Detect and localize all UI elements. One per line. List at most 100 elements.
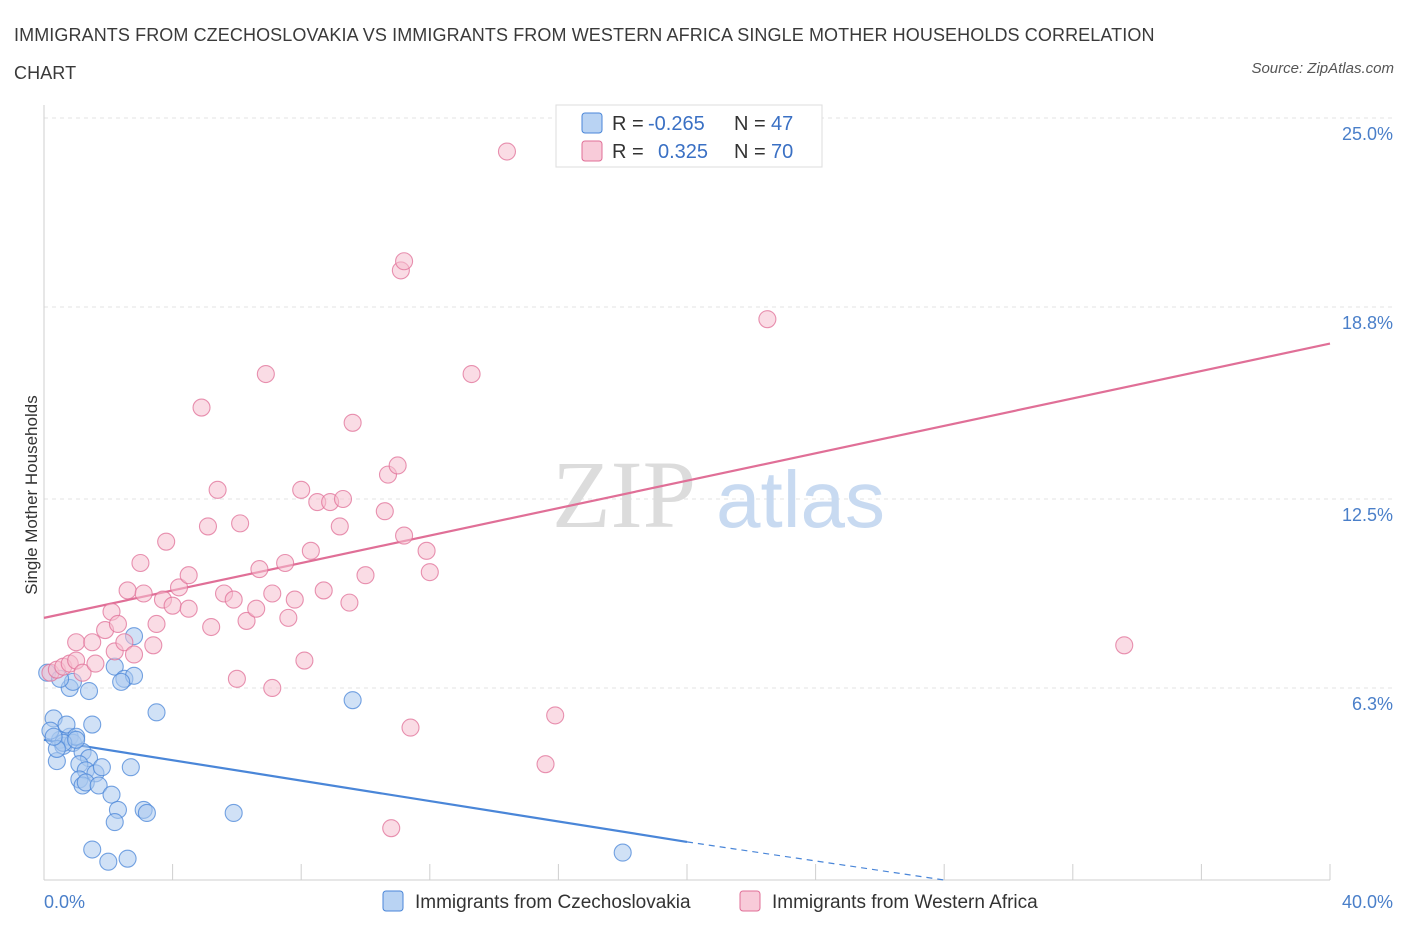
czechoslovakia-point-11 <box>79 681 99 701</box>
western-africa-point-51 <box>340 593 359 612</box>
western-africa-point-28 <box>202 617 221 637</box>
western-africa-point-39 <box>263 678 282 698</box>
western-africa-point-5 <box>73 663 92 682</box>
western-africa-point-42 <box>285 590 304 609</box>
western-africa-point-21 <box>163 596 182 615</box>
western-africa-point-19 <box>147 614 166 634</box>
bottom-legend: Immigrants from Czechoslovakia Immigrant… <box>382 890 1038 913</box>
czechoslovakia-point-29 <box>121 758 140 777</box>
western-africa-point-54 <box>375 502 394 521</box>
legend-r-label-2: R = <box>612 141 644 163</box>
western-africa-trend-line <box>43 342 1331 619</box>
czechoslovakia-point-44 <box>44 727 63 746</box>
bottom-legend-swatch-western-africa <box>739 890 761 912</box>
czechoslovakia-point-36 <box>147 703 166 722</box>
western-africa-point-32 <box>227 669 246 688</box>
western-africa-point-22 <box>157 532 176 551</box>
western-africa-point-45 <box>301 541 320 560</box>
western-africa-point-43 <box>292 480 311 499</box>
y-tick-labels: 6.3% 12.5% 18.8% 25.0% <box>1342 124 1393 714</box>
czechoslovakia-point-18 <box>92 758 111 777</box>
western-africa-point-60 <box>462 364 481 384</box>
bottom-legend-label-western-africa: Immigrants from Western Africa <box>772 892 1038 913</box>
legend-swatch-western-africa <box>581 140 603 162</box>
legend-swatch-czechoslovakia <box>581 112 603 134</box>
western-africa-point-57 <box>395 526 414 545</box>
czechoslovakia-point-26 <box>83 840 102 859</box>
y-tick-label-3: 25.0% <box>1342 124 1393 144</box>
legend-r-value-1: -0.265 <box>648 113 705 135</box>
legend-n-label-2: N = <box>734 141 766 163</box>
western-africa-point-59 <box>420 563 439 582</box>
western-africa-point-61 <box>497 142 517 161</box>
czechoslovakia-point-7 <box>57 715 76 734</box>
western-africa-point-33 <box>231 514 250 533</box>
western-africa-point-6 <box>67 633 86 652</box>
czechoslovakia-point-45 <box>112 672 131 691</box>
czechoslovakia-point-39 <box>613 843 632 862</box>
western-africa-point-27 <box>198 517 218 536</box>
legend-r-value-2: 0.325 <box>658 141 708 163</box>
western-africa-point-23 <box>169 578 189 597</box>
western-africa-point-38 <box>263 584 282 603</box>
western-africa-point-62 <box>401 718 420 737</box>
trend-lines <box>43 342 1331 881</box>
x-tick-label-min: 0.0% <box>44 892 85 912</box>
x-tick-label-max: 40.0% <box>1342 892 1393 912</box>
legend-r-label-1: R = <box>612 113 644 135</box>
western-africa-point-18 <box>131 553 150 573</box>
bottom-legend-swatch-czechoslovakia <box>382 890 404 912</box>
czechoslovakia-point-12 <box>83 715 102 734</box>
western-africa-point-68 <box>758 310 777 329</box>
czechoslovakia-point-37 <box>224 803 243 822</box>
western-africa-point-16 <box>118 581 137 600</box>
czechoslovakia-point-22 <box>89 776 108 795</box>
western-africa-point-40 <box>276 553 295 573</box>
chart-title: IMMIGRANTS FROM CZECHOSLOVAKIA VS IMMIGR… <box>14 25 1155 83</box>
western-africa-point-29 <box>208 480 227 499</box>
western-africa-point-56 <box>388 456 407 475</box>
western-africa-point-10 <box>108 614 127 634</box>
western-africa-point-67 <box>382 819 401 838</box>
y-axis-label: Single Mother Households <box>22 395 41 594</box>
western-africa-point-66 <box>546 706 565 725</box>
source-label: Source: ZipAtlas.com <box>1251 60 1394 77</box>
western-africa-point-49 <box>330 517 349 536</box>
czechoslovakia-point-31 <box>137 803 156 822</box>
czechoslovakia-point-38 <box>343 691 362 710</box>
western-africa-point-12 <box>86 654 105 673</box>
western-africa-point-14 <box>124 645 144 664</box>
watermark-atlas: atlas <box>716 455 885 544</box>
x-tick-labels: 0.0% 40.0% <box>44 892 1393 912</box>
western-africa-point-58 <box>417 541 436 560</box>
western-africa-point-7 <box>83 633 102 652</box>
y-tick-label-0: 6.3% <box>1352 694 1393 714</box>
y-tick-label-1: 12.5% <box>1342 505 1393 525</box>
grid-lines <box>44 117 1394 689</box>
bottom-legend-label-czechoslovakia: Immigrants from Czechoslovakia <box>415 892 691 913</box>
western-africa-point-24 <box>179 566 198 585</box>
western-africa-point-13 <box>115 633 134 652</box>
western-africa-point-65 <box>536 755 555 774</box>
czechoslovakia-trend-line <box>43 738 688 843</box>
western-africa-point-25 <box>179 599 198 618</box>
western-africa-point-41 <box>279 608 298 627</box>
western-africa-point-26 <box>192 398 211 417</box>
legend: R = -0.265 N = 47 R = 0.325 N = 70 <box>555 104 823 168</box>
western-africa-point-44 <box>295 651 314 670</box>
y-tick-label-2: 18.8% <box>1342 313 1393 333</box>
legend-n-value-1: 47 <box>771 113 793 135</box>
western-africa-point-53 <box>356 566 375 585</box>
data-points <box>38 142 1134 871</box>
western-africa-point-64 <box>395 252 414 271</box>
western-africa-point-35 <box>247 599 266 618</box>
czechoslovakia-point-25 <box>105 813 124 832</box>
czechoslovakia-point-23 <box>102 785 121 804</box>
western-africa-point-37 <box>256 364 275 384</box>
western-africa-point-69 <box>1115 636 1134 655</box>
watermark: ZIP atlas <box>552 441 885 548</box>
legend-n-label-1: N = <box>734 113 766 135</box>
czechoslovakia-point-27 <box>99 852 118 871</box>
western-africa-point-34 <box>237 611 256 630</box>
